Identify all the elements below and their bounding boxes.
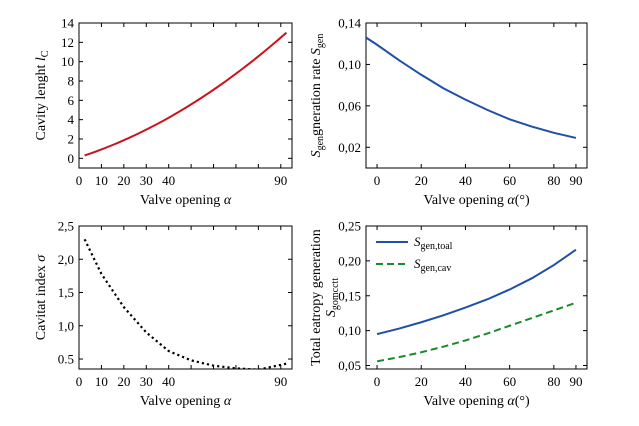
legend-label: Sgen,toal [414, 234, 453, 252]
chart-tl: 0 10 20 30 40 90 0 2 4 6 8 10 12 14 Valve opening α Cav… [34, 16, 293, 208]
x-tick-label: 60 [503, 173, 516, 188]
chart-br: 0 20 40 60 80 90 0,05 0,10 0,15 0,20 0,25 Valve ope… [309, 219, 588, 409]
y-tick-label: 2 [68, 132, 75, 147]
y-tick-label: 0,14 [338, 16, 361, 31]
y-tick-label: 1,5 [58, 285, 74, 300]
y-tick-label: 0,20 [338, 253, 361, 268]
y-axis-title: Cavitat index σ [34, 254, 49, 341]
x-tick-label: 90 [274, 173, 287, 188]
y-tick-label: 4 [68, 112, 75, 127]
legend-label: Sgen,cav [414, 256, 451, 274]
y-tick-label: 0,25 [338, 219, 361, 234]
y-tick-label: 0.5 [58, 352, 74, 367]
y-axis-title: Total eatropy generation [309, 229, 324, 366]
y-tick-label: 14 [61, 16, 75, 31]
y-tick-label: 0,10 [338, 57, 361, 72]
x-axis-title: Valve opening α(°) [423, 193, 530, 208]
series-line-tl-0 [84, 31, 288, 157]
x-tick-label: 20 [117, 173, 130, 188]
chart-bl: 0 10 20 30 40 90 0.5 1,0 1,5 2,0 2,5 Valve opening … [34, 219, 293, 409]
y-tick-label: 8 [68, 74, 75, 89]
x-tick-label: 40 [162, 374, 175, 389]
y-tick-label: 2,5 [58, 219, 74, 234]
series-line-br-0 [376, 248, 577, 336]
plot-frame [365, 22, 588, 169]
y-tick-label: 0,10 [338, 323, 361, 338]
series-line-bl-0 [83, 238, 287, 369]
x-tick-label: 40 [459, 374, 472, 389]
y-axis-title: Sgengneration rate Sgen [309, 34, 326, 158]
y-tick-label: 0,15 [338, 288, 361, 303]
plot-frame [365, 225, 588, 370]
plot-frame [78, 225, 293, 370]
chart-tr: 0 20 40 60 80 90 0,02 0,06 0,10 0,14 Valve opening… [309, 16, 588, 208]
x-tick-label: 80 [547, 173, 560, 188]
plot-frame [78, 22, 293, 169]
x-tick-label: 90 [274, 374, 287, 389]
x-tick-label: 90 [569, 374, 582, 389]
y-tick-label: 0,06 [338, 98, 361, 113]
x-tick-label: 30 [140, 173, 153, 188]
x-axis-title: Valve opening α(°) [423, 394, 530, 409]
x-tick-label: 20 [117, 374, 130, 389]
x-tick-label: 40 [459, 173, 472, 188]
y-tick-label: 0 [68, 151, 75, 166]
x-tick-label: 0 [374, 173, 381, 188]
x-tick-label: 0 [374, 374, 381, 389]
x-tick-label: 30 [140, 374, 153, 389]
y-tick-label: 12 [61, 35, 74, 50]
x-tick-label: 10 [95, 173, 108, 188]
x-tick-label: 10 [95, 374, 108, 389]
y-axis-symbol: Sgomcctt [324, 278, 341, 317]
y-tick-label: 10 [61, 54, 74, 69]
y-tick-label: 1,0 [58, 318, 74, 333]
series-line-tr-0 [366, 36, 577, 139]
x-tick-label: 0 [76, 173, 83, 188]
x-axis-title: Valve opening α [140, 193, 232, 208]
x-tick-label: 60 [503, 374, 516, 389]
x-tick-label: 0 [76, 374, 83, 389]
y-tick-label: 2,0 [58, 252, 74, 267]
y-axis-title: Cavity lenght lC [34, 50, 51, 140]
y-tick-label: 0,05 [338, 358, 361, 373]
x-tick-label: 20 [415, 374, 428, 389]
y-tick-label: 6 [68, 93, 75, 108]
y-tick-label: 0,02 [338, 140, 361, 155]
x-axis-title: Valve opening α [140, 394, 232, 409]
series-line-br-1 [376, 301, 577, 363]
x-tick-label: 20 [415, 173, 428, 188]
x-tick-label: 90 [569, 173, 582, 188]
x-tick-label: 80 [547, 374, 560, 389]
x-tick-label: 40 [162, 173, 175, 188]
